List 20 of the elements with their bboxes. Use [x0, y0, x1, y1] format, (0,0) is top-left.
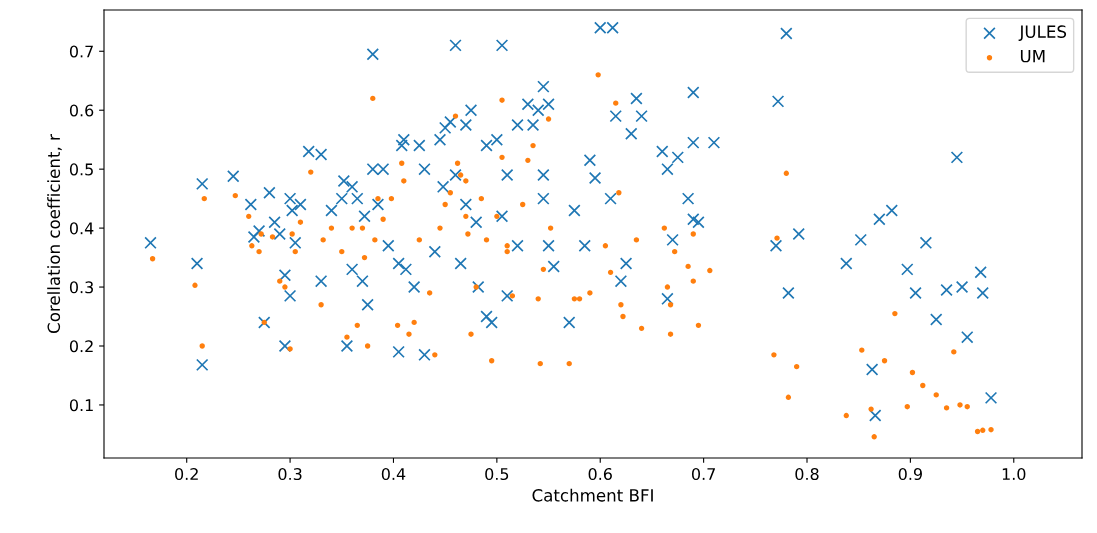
x-tick-label: 0.9 — [898, 468, 922, 481]
y-tick-label: 0.5 — [69, 163, 93, 176]
x-axis-title: Catchment BFI — [532, 488, 653, 502]
y-tick-label: 0.3 — [69, 281, 93, 294]
x-tick-label: 0.4 — [381, 468, 406, 481]
y-axis-title: Corellation coefficient, r — [47, 134, 62, 333]
x-tick-label: 0.3 — [278, 468, 302, 481]
y-tick-label: 0.4 — [69, 222, 94, 235]
x-tick-label: 0.7 — [691, 468, 715, 481]
y-tick-label: 0.6 — [69, 104, 94, 117]
y-tick-label: 0.7 — [69, 45, 93, 58]
x-tick-label: 0.5 — [485, 468, 509, 481]
legend-label: JULES — [1018, 25, 1067, 41]
x-tick-label: 1.0 — [1002, 468, 1026, 481]
y-tick-label: 0.2 — [69, 340, 93, 353]
legend-label: UM — [1020, 49, 1045, 63]
x-tick-label: 0.2 — [175, 468, 198, 481]
x-tick-label: 0.6 — [588, 468, 612, 481]
y-tick-label: 0.1 — [69, 399, 93, 412]
x-tick-label: 0.8 — [795, 468, 819, 481]
